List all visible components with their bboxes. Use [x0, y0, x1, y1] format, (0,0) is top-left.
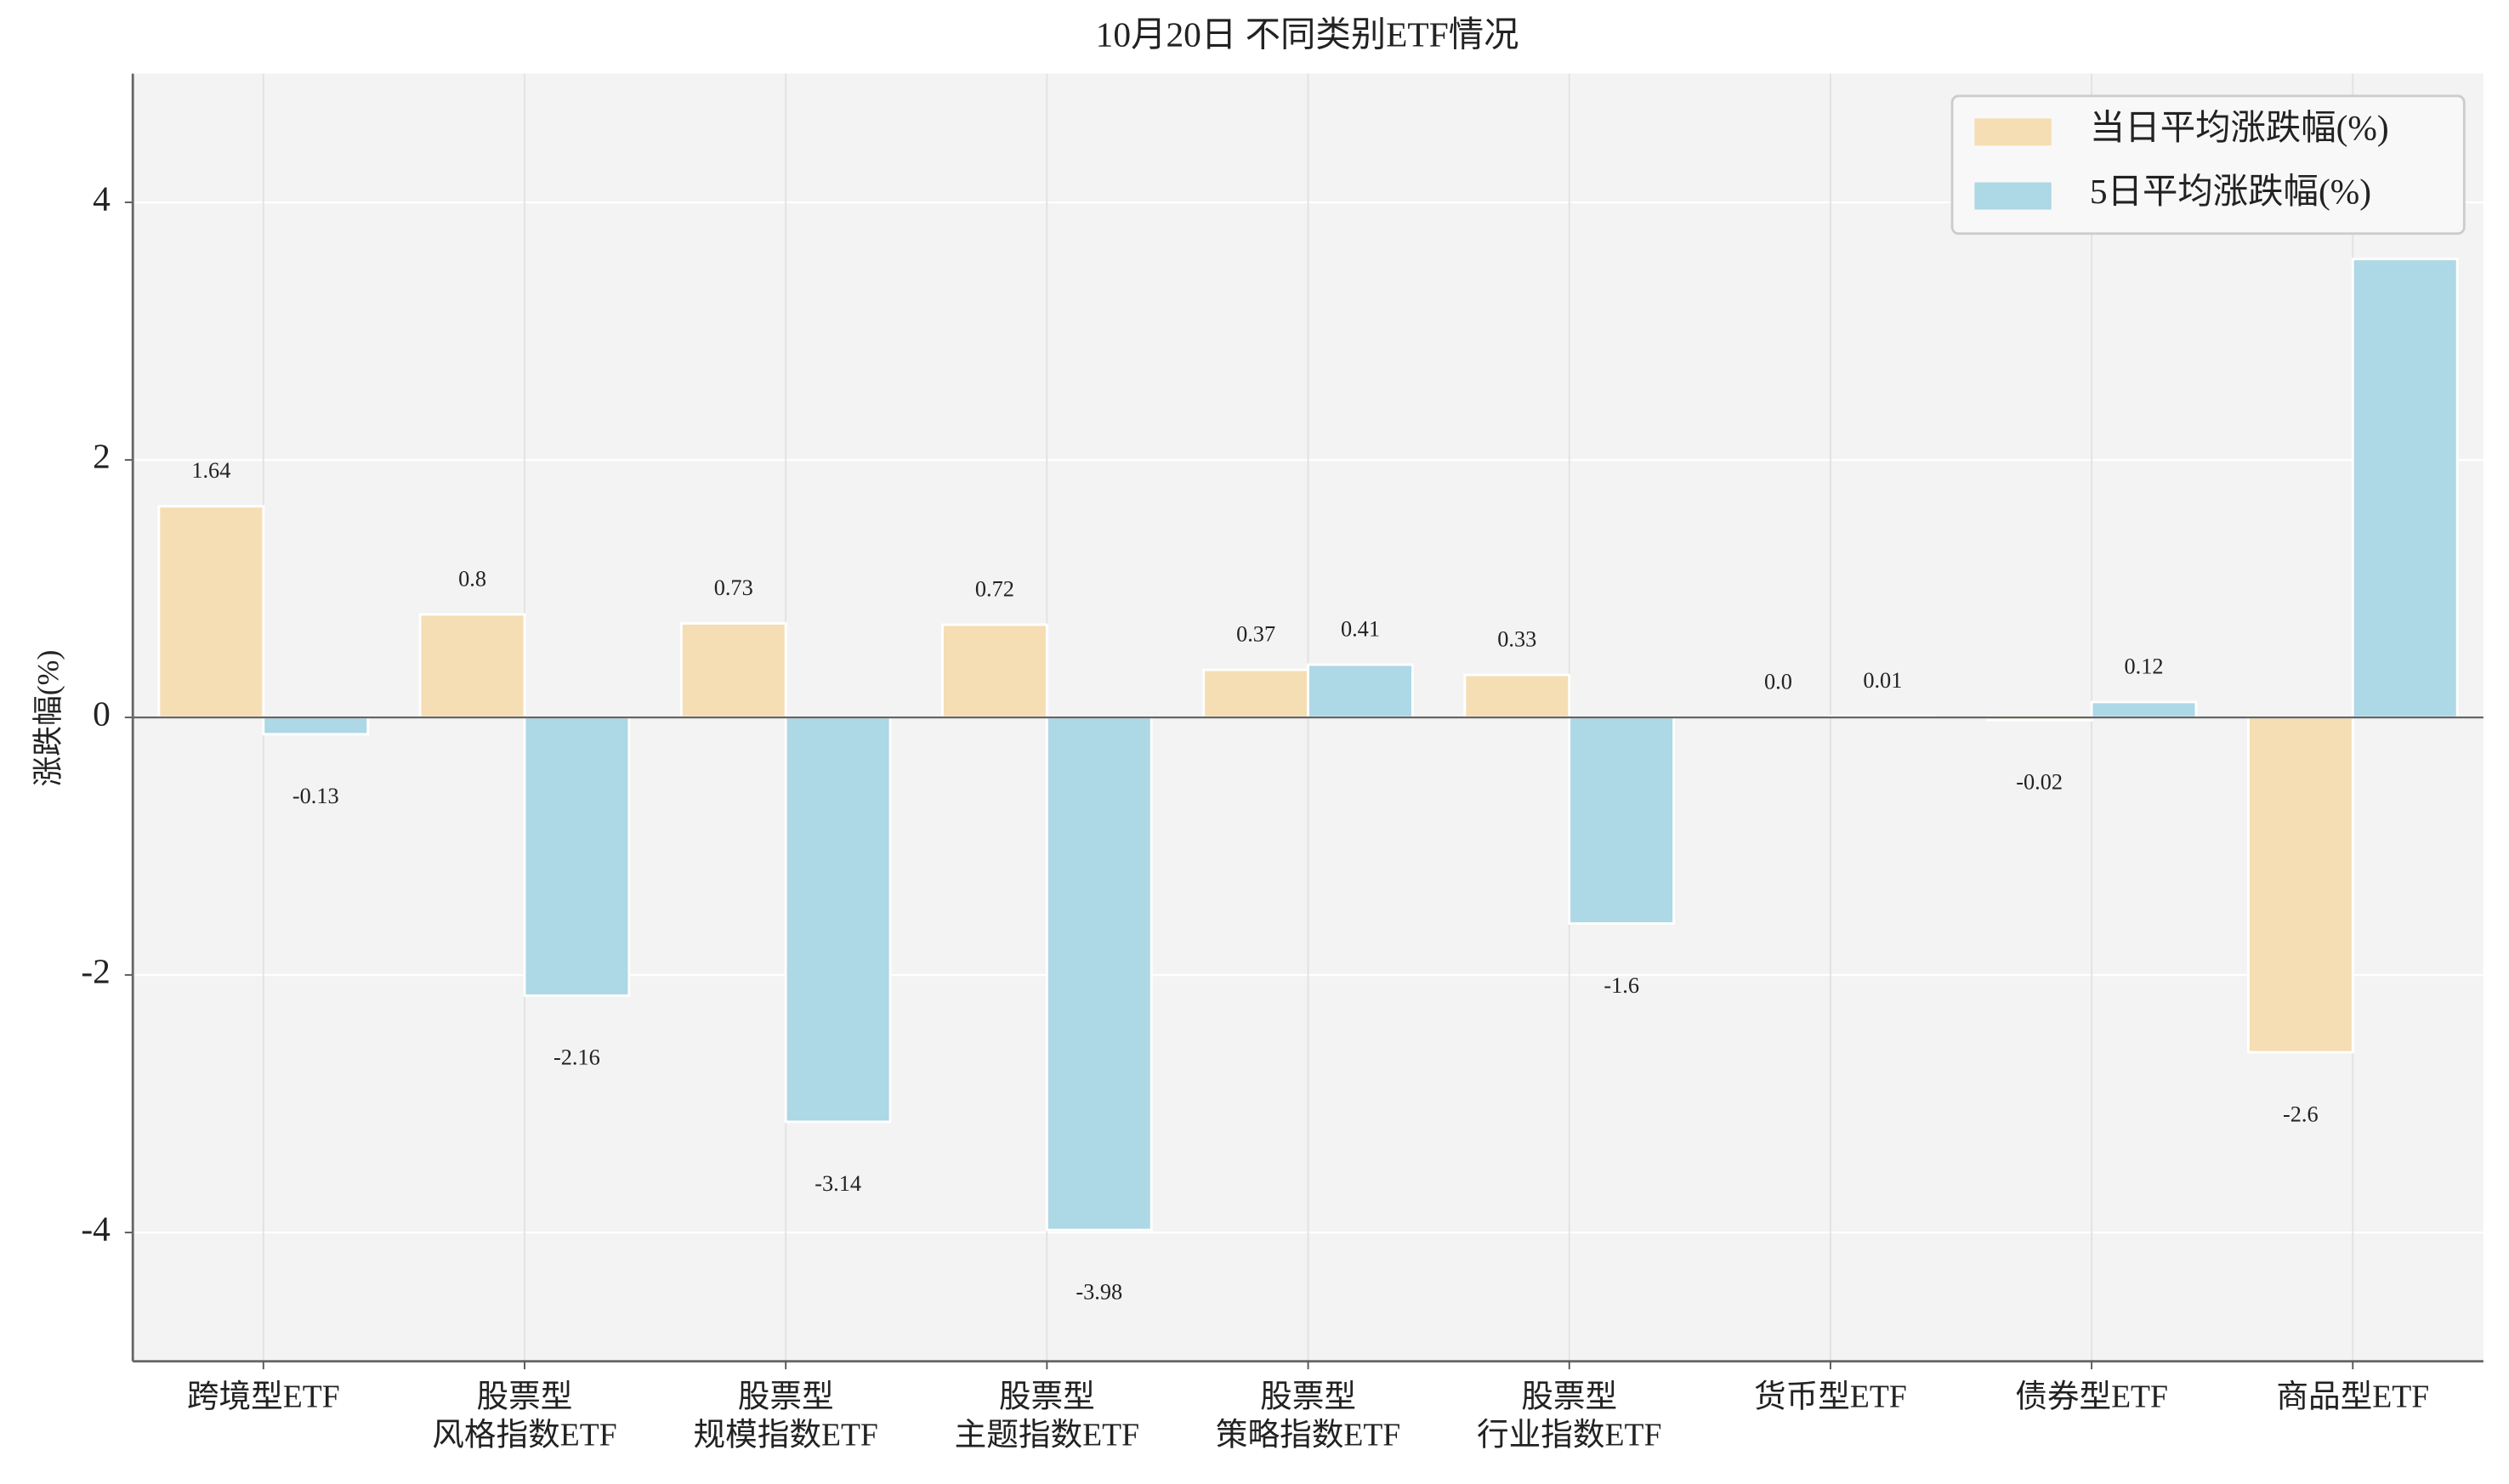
value-label: 0.01 [1863, 668, 1902, 693]
bar [941, 623, 1048, 719]
y-tick-label: -2 [81, 952, 110, 991]
y-tick-label: 2 [93, 437, 111, 476]
bar [418, 613, 526, 719]
bar [679, 622, 787, 719]
x-tick-label: 货币型ETF [1754, 1379, 1907, 1414]
x-tick-label: 主题指数ETF [955, 1418, 1139, 1453]
legend-box [1950, 94, 2466, 235]
bar [2351, 258, 2459, 719]
x-tick-label: 规模指数ETF [693, 1418, 877, 1453]
value-label: -1.6 [1604, 973, 1639, 998]
value-label: 0.37 [1236, 622, 1275, 647]
bar [1202, 668, 1309, 719]
value-label: 0.41 [1341, 617, 1380, 642]
value-label: 0.72 [975, 577, 1014, 602]
value-label: 0.73 [714, 575, 753, 600]
x-tick-label: 股票型 [477, 1379, 573, 1414]
value-label: 1.64 [191, 458, 230, 483]
bar [1045, 716, 1153, 1232]
value-label: 0.12 [2125, 654, 2164, 678]
bar [157, 505, 265, 719]
value-label: -0.02 [2016, 769, 2063, 794]
x-tick-label: 跨境型ETF [187, 1379, 340, 1414]
value-label: 0.0 [1764, 670, 1792, 694]
x-tick-label: 商品型ETF [2276, 1379, 2429, 1414]
x-tick-label: 风格指数ETF [432, 1418, 616, 1453]
bar [2090, 700, 2198, 719]
value-label: 0.33 [1497, 627, 1536, 652]
value-label: -0.13 [292, 784, 339, 808]
value-label: -2.6 [2283, 1102, 2319, 1126]
x-tick-label: 股票型 [738, 1379, 834, 1414]
bar [1307, 663, 1414, 719]
x-tick-label: 股票型 [999, 1379, 1095, 1414]
bar [1463, 673, 1571, 719]
y-tick-label: 0 [93, 694, 111, 734]
legend-label: 5日平均涨跌幅(%) [2090, 172, 2371, 212]
chart-title: 10月20日 不同类别ETF情况 [1096, 15, 1519, 54]
bar [523, 716, 631, 997]
x-tick-label: 股票型 [1260, 1379, 1356, 1414]
value-label: 0.8 [458, 566, 486, 591]
y-tick-label: 4 [93, 179, 111, 218]
value-label: -3.14 [815, 1171, 861, 1196]
bar [262, 716, 370, 736]
x-tick-label: 债券型ETF [2015, 1379, 2168, 1414]
bar [784, 716, 892, 1124]
bar [2247, 716, 2354, 1054]
x-tick-label: 策略指数ETF [1216, 1418, 1400, 1453]
legend-label: 当日平均涨跌幅(%) [2090, 108, 2389, 148]
bar [1568, 716, 1676, 925]
value-label: -2.16 [553, 1045, 600, 1070]
y-tick-label: -4 [81, 1209, 111, 1249]
legend: 当日平均涨跌幅(%) 5日平均涨跌幅(%) [1950, 94, 2466, 235]
x-tick-label: 行业指数ETF [1477, 1418, 1661, 1453]
legend-swatch [1974, 182, 2052, 210]
y-axis-label: 涨跌幅(%) [31, 650, 65, 787]
legend-swatch [1974, 118, 2052, 146]
value-label: -3.98 [1076, 1279, 1122, 1304]
x-tick-label: 股票型 [1521, 1379, 1617, 1414]
